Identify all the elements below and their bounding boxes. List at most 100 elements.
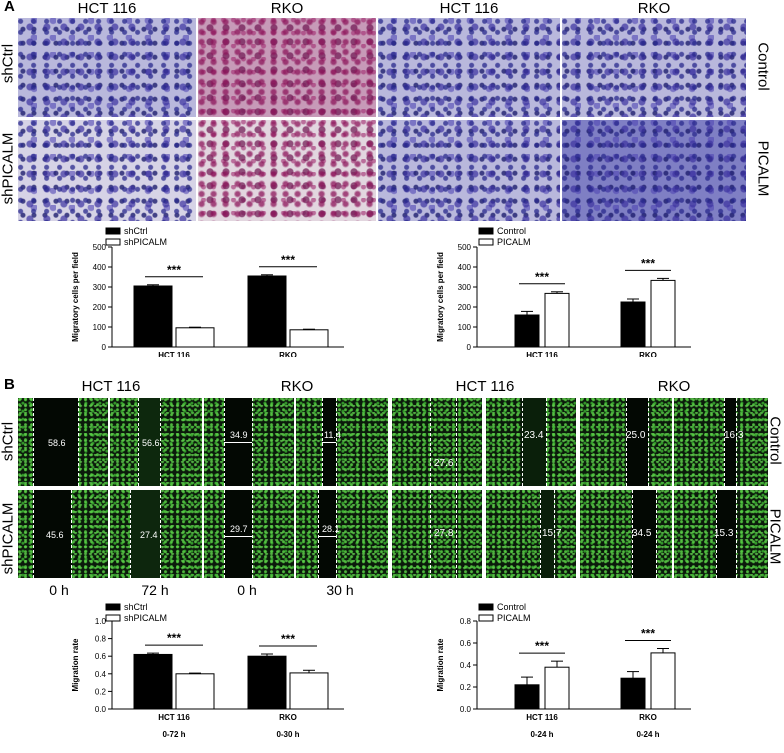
micrograph-hct116-shpicalm [18,120,196,221]
panel-b-row-label-control: Control [766,416,784,465]
micrograph-hct116-shctrl [18,18,196,117]
chart-a-right: 0 100 200 300 400 500 Migratory cells per fiel… [436,226,691,357]
wound-hct116-shpicalm-0h: 45.6 [18,490,108,578]
bar-picalm-0 [544,666,570,710]
panel-a-col-head-3: HCT 116 [439,0,499,17]
bar-picalm-1 [650,279,676,348]
panel-b-letter: B [4,376,15,393]
panel-a-row-label-control: Control [754,42,772,91]
bar-control-0 [514,684,540,710]
y-tick-label: 100 [458,323,472,332]
y-axis-label: Migration rate [436,638,445,691]
category-label: RKO [279,351,297,357]
subcategory-label: 0-72 h [162,730,185,739]
y-tick-label: 0.8 [460,617,472,626]
legend-swatch-picalm [478,238,494,246]
wound-value: 58.6 [48,438,66,448]
y-tick-label: 0.8 [95,635,107,644]
panel-a-col-head-1: HCT 116 [77,0,137,17]
y-tick-label: 0.6 [95,652,107,661]
category-label: HCT 116 [158,713,190,722]
significance-label: *** [641,627,655,641]
panel-b-row-label-shctrl: shCtrl [0,421,17,462]
wound-value: 15.7 [542,528,562,539]
wound-value: 45.6 [46,530,64,540]
panel-b-col-head-2: RKO [280,378,314,395]
wound-hct116-shctrl-72h: 56.6 [110,398,202,486]
significance-label: *** [167,263,181,277]
wound-rko-shpicalm-0h: 29.7 [204,490,294,578]
y-tick-label: 0.0 [95,705,107,714]
wound-hct116-shctrl-0h: 58.6 [18,398,108,486]
legend-label: shCtrl [124,603,148,612]
category-label: RKO [639,713,657,722]
panel-a-row-label-shpicalm: shPICALM [0,132,17,205]
y-tick-label: 1.0 [95,617,107,626]
wound-value: 23.4 [524,430,544,441]
y-tick-label: 0 [467,343,472,352]
wound-value: 28.1 [322,524,340,534]
legend-swatch-picalm [478,614,494,622]
wound-hct116-shpicalm-72h: 27.4 [110,490,202,578]
bar-shctrl-1 [247,655,287,710]
wound-value: 27.8 [434,528,454,539]
y-tick-label: 500 [93,243,107,252]
panel-b-col-head-3: HCT 116 [455,378,515,395]
chart-b-right: 0.0 0.2 0.4 0.6 0.8 Migration rate *** HCT 116 0… [436,603,691,739]
wound-value: 34.9 [230,430,248,440]
wound-rko-picalm-24h: 15.3 [674,490,768,578]
micrograph-rko-control [562,18,746,117]
chart-a-left: 0 100 200 300 400 500 Migratory cells per fiel… [71,226,344,357]
wound-rko-shctrl-30h: 11.4 [296,398,388,486]
y-tick-label: 400 [458,263,472,272]
micrograph-hct116-picalm [378,120,560,221]
significance-label: *** [535,639,549,653]
legend-label: PICALM [497,613,531,623]
bar-shctrl-0 [133,653,173,710]
y-tick-label: 100 [93,323,107,332]
bar-picalm-0 [544,292,570,348]
bar-shpicalm-1 [289,672,329,710]
subcategory-label: 0-30 h [276,730,299,739]
category-label: RKO [279,713,297,722]
panel-b-col-head-4: RKO [657,378,691,395]
wound-rko-picalm-0h: 34.5 [580,490,672,578]
panel-a-col-head-4: RKO [637,0,671,17]
y-tick-label: 0.2 [460,683,472,692]
y-tick-label: 0.6 [460,639,472,648]
wound-hct116-control-0h: 27.6 [392,398,482,486]
category-label: HCT 116 [526,713,558,722]
bar-control-1 [620,677,646,710]
micrograph-rko-picalm [562,120,746,221]
wound-value: 27.4 [140,530,158,540]
time-label-0h-rko: 0 h [237,582,257,598]
panel-b-row-label-picalm: PICALM [766,508,784,565]
y-tick-label: 0.4 [460,661,472,670]
y-tick-label: 300 [458,283,472,292]
wound-value: 56.6 [142,438,160,448]
wound-rko-control-0h: 25.0 [580,398,672,486]
legend-label: Control [497,603,526,612]
y-tick-label: 0.0 [460,705,472,714]
wound-hct116-picalm-0h: 27.8 [392,490,482,578]
panel-a-letter: A [4,0,15,15]
panel-b-col-head-1: HCT 116 [81,378,141,395]
wound-value: 27.6 [434,458,454,469]
bar-shpicalm-0 [175,673,215,710]
y-tick-label: 400 [93,263,107,272]
wound-hct116-control-24h: 23.4 [486,398,576,486]
time-label-30h: 30 h [326,582,354,598]
category-label: HCT 116 [526,351,558,357]
y-axis-label: Migratory cells per field [71,252,80,342]
significance-label: *** [641,256,655,270]
legend-label: Control [497,226,526,236]
legend-swatch-shpicalm [105,238,121,246]
time-label-0h-hct116: 0 h [49,582,69,598]
legend-label: shCtrl [124,226,148,236]
y-tick-label: 0 [102,343,107,352]
y-axis-label: Migration rate [71,638,80,691]
chart-b-left: 0.0 0.2 0.4 0.6 0.8 1.0 Migration rate *** HCT 1… [71,603,344,739]
y-tick-label: 0.2 [95,687,107,696]
y-tick-label: 200 [93,303,107,312]
wound-hct116-picalm-24h: 15.7 [486,490,576,578]
